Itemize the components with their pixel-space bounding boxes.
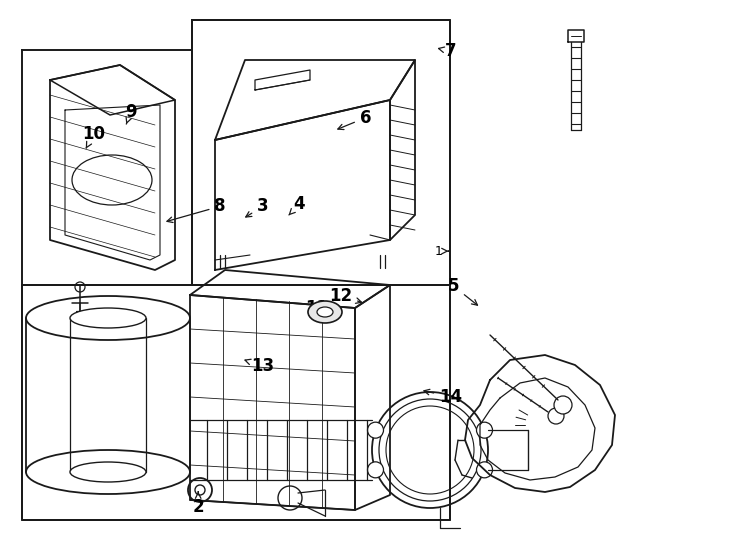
Text: 8: 8 — [167, 197, 226, 222]
Text: 9: 9 — [125, 103, 137, 124]
Ellipse shape — [308, 301, 342, 323]
Text: 5: 5 — [448, 277, 478, 305]
Text: 6: 6 — [338, 109, 371, 130]
Text: 1: 1 — [435, 245, 448, 258]
Text: 4: 4 — [289, 195, 305, 215]
Text: 11: 11 — [305, 299, 329, 317]
Text: 2: 2 — [192, 492, 204, 516]
Text: 7: 7 — [438, 42, 457, 60]
Text: 13: 13 — [245, 357, 275, 375]
Circle shape — [554, 396, 572, 414]
Circle shape — [476, 422, 493, 438]
Circle shape — [368, 422, 383, 438]
Circle shape — [476, 462, 493, 478]
Circle shape — [368, 462, 383, 478]
Text: 14: 14 — [424, 388, 462, 406]
Ellipse shape — [70, 308, 146, 328]
Ellipse shape — [70, 462, 146, 482]
Text: 12: 12 — [329, 287, 362, 305]
Text: 10: 10 — [82, 125, 106, 148]
Text: 3: 3 — [246, 197, 269, 217]
Circle shape — [548, 408, 564, 424]
Ellipse shape — [317, 307, 333, 317]
